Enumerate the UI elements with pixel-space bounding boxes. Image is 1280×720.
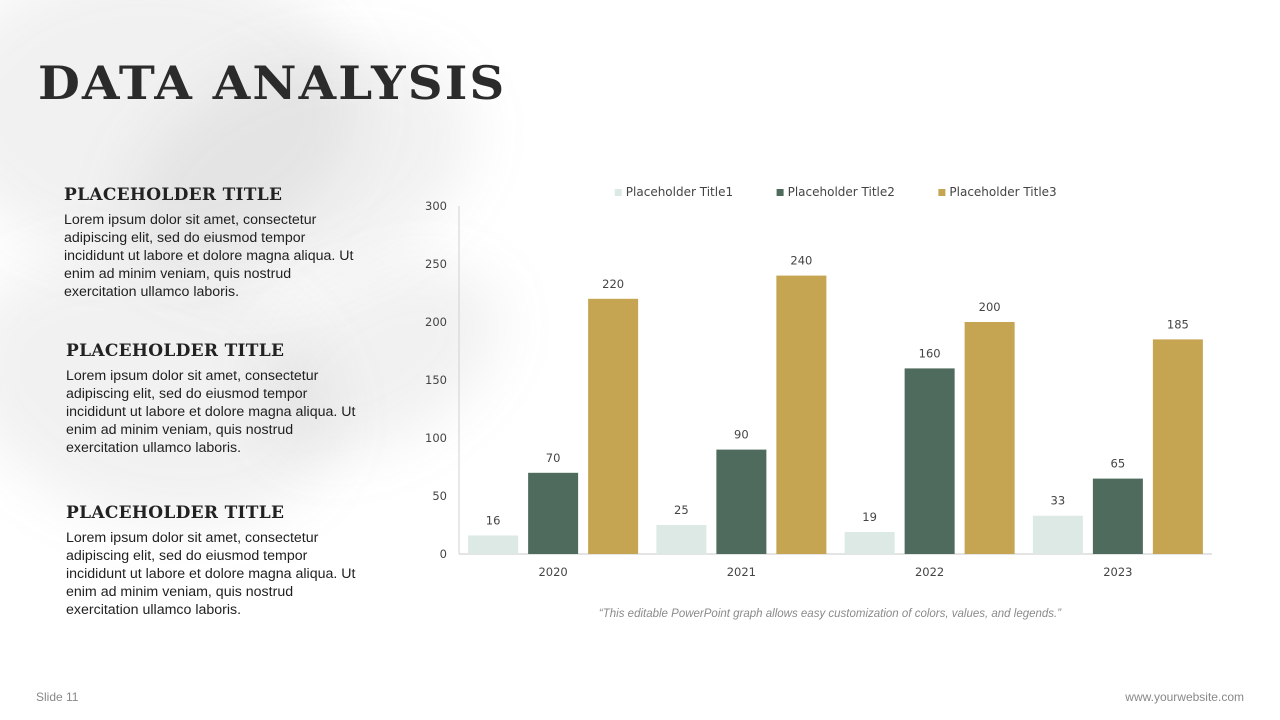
block-body: Lorem ipsum dolor sit amet, consectetur … xyxy=(66,368,356,456)
bar xyxy=(844,531,895,554)
website-url: www.yourwebsite.com xyxy=(1125,690,1244,704)
y-tick-label: 250 xyxy=(425,257,447,271)
legend-swatch xyxy=(776,189,784,196)
bar xyxy=(776,275,827,554)
text-block-1: PLACEHOLDER TITLE Lorem ipsum dolor sit … xyxy=(64,185,364,301)
block-heading: PLACEHOLDER TITLE xyxy=(66,341,285,361)
text-block-2: PLACEHOLDER TITLE Lorem ipsum dolor sit … xyxy=(66,341,366,457)
data-label: 185 xyxy=(1167,317,1189,331)
legend-label: Placeholder Title3 xyxy=(949,185,1056,199)
data-label: 200 xyxy=(979,300,1001,314)
legend-label: Placeholder Title1 xyxy=(626,185,733,199)
legend-label: Placeholder Title2 xyxy=(788,185,895,199)
bar xyxy=(904,368,955,554)
chart-caption: “This editable PowerPoint graph allows e… xyxy=(598,608,1062,620)
block-heading: PLACEHOLDER TITLE xyxy=(64,185,283,205)
x-tick-label: 2020 xyxy=(538,565,567,579)
y-tick-label: 200 xyxy=(425,315,447,329)
bar xyxy=(588,298,639,554)
bar xyxy=(1152,339,1203,554)
x-tick-label: 2022 xyxy=(915,565,944,579)
data-label: 220 xyxy=(602,277,624,291)
data-label: 25 xyxy=(674,503,689,517)
data-label: 240 xyxy=(790,254,812,268)
slide-title: DATA ANALYSIS xyxy=(38,56,507,110)
bar xyxy=(964,322,1015,554)
x-tick-label: 2023 xyxy=(1103,565,1132,579)
bar xyxy=(528,472,579,554)
y-tick-label: 50 xyxy=(432,489,447,503)
y-tick-label: 150 xyxy=(425,373,447,387)
data-label: 90 xyxy=(734,428,749,442)
legend-swatch xyxy=(614,189,622,196)
data-label: 19 xyxy=(862,510,877,524)
block-body: Lorem ipsum dolor sit amet, consectetur … xyxy=(64,212,354,300)
data-label: 70 xyxy=(546,451,561,465)
data-label: 160 xyxy=(919,346,941,360)
block-body: Lorem ipsum dolor sit amet, consectetur … xyxy=(66,530,356,618)
data-label: 16 xyxy=(486,513,501,527)
bar xyxy=(1092,478,1143,554)
x-tick-label: 2021 xyxy=(727,565,756,579)
slide-number: Slide 11 xyxy=(36,690,79,704)
text-block-3: PLACEHOLDER TITLE Lorem ipsum dolor sit … xyxy=(66,503,366,619)
legend-swatch xyxy=(938,189,946,196)
bar xyxy=(716,449,767,554)
bar xyxy=(1032,515,1083,554)
data-label: 33 xyxy=(1051,494,1066,508)
bar xyxy=(468,535,519,554)
bar xyxy=(656,525,707,554)
block-heading: PLACEHOLDER TITLE xyxy=(66,503,285,523)
data-label: 65 xyxy=(1111,457,1126,471)
y-tick-label: 0 xyxy=(440,547,447,561)
y-tick-label: 100 xyxy=(425,431,447,445)
y-tick-label: 300 xyxy=(425,199,447,213)
